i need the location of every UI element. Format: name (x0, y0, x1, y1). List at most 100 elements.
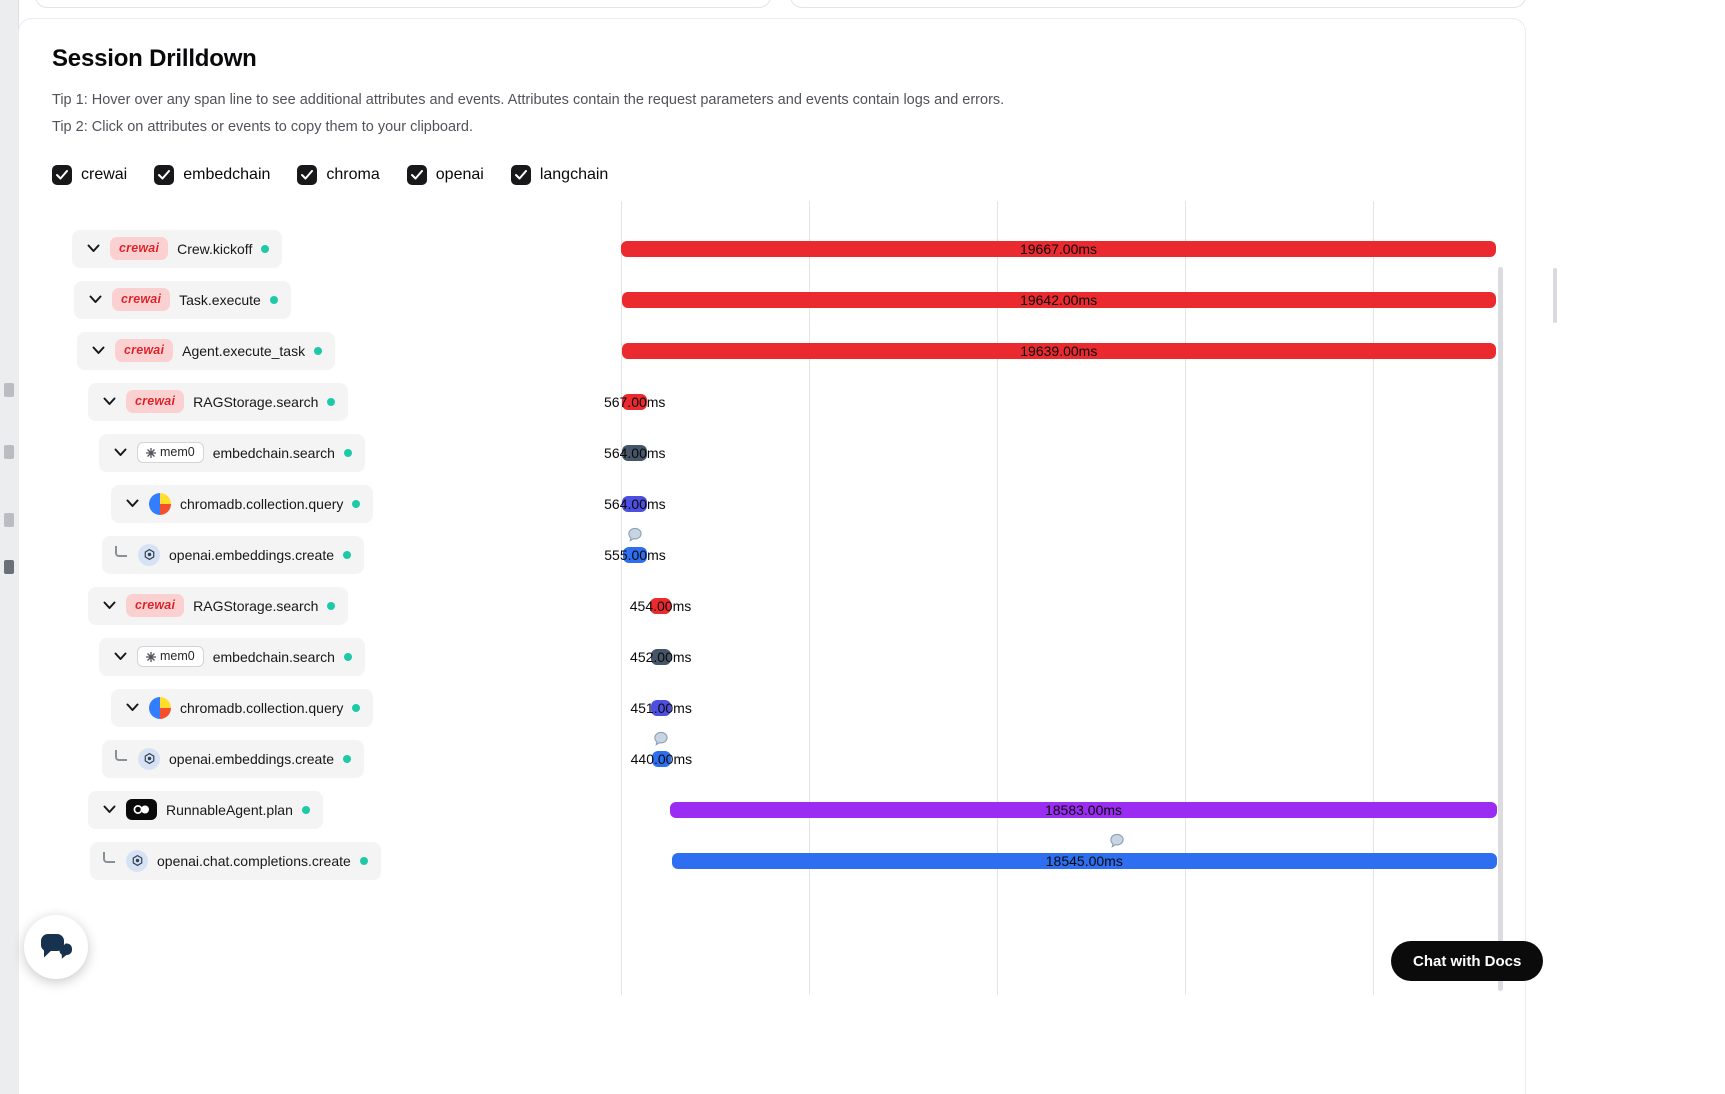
span-pill[interactable]: chromadb.collection.query (111, 484, 374, 523)
chevron-down-icon[interactable] (112, 652, 128, 661)
status-dot (343, 448, 352, 457)
span-bar[interactable] (651, 750, 672, 767)
span-label-cell: crewai RAGStorage.search (34, 580, 621, 631)
gutter-mark (4, 383, 14, 397)
crewai-logo-icon: crewai (115, 339, 174, 362)
span-timeline-cell: 18545.00ms (621, 833, 1509, 886)
span-label-cell: crewai Task.execute (34, 274, 621, 325)
span-bar[interactable] (622, 546, 648, 563)
chevron-down-icon[interactable] (124, 499, 140, 508)
child-connector-icon (115, 545, 127, 557)
trace-row: crewai Task.execute 19642.00ms (34, 274, 1509, 325)
filter-chroma[interactable]: chroma (297, 165, 380, 185)
span-name: chromadb.collection.query (180, 495, 344, 512)
crewai-logo-icon: crewai (126, 594, 185, 617)
span-bar[interactable] (651, 699, 672, 716)
mem0-logo-icon: mem0 (137, 646, 204, 667)
span-bar[interactable] (621, 291, 1496, 308)
status-dot (343, 652, 352, 661)
gridline (1185, 201, 1186, 995)
event-bubble-icon[interactable] (627, 527, 642, 547)
span-pill[interactable]: openai.embeddings.create (102, 535, 365, 574)
span-pill[interactable]: crewai RAGStorage.search (88, 382, 349, 421)
span-pill[interactable]: mem0 embedchain.search (99, 433, 365, 472)
top-card-stub-right (790, 0, 1526, 8)
timeline-grid (621, 201, 1509, 995)
event-bubble-icon[interactable] (654, 731, 669, 751)
span-timeline-cell: 564.00ms (604, 478, 1509, 529)
span-duration: 454.00ms (629, 597, 692, 614)
filter-langchain[interactable]: langchain (510, 165, 608, 185)
chevron-down-icon[interactable] (90, 346, 106, 355)
event-bubble-icon[interactable] (1110, 833, 1125, 853)
chevron-down-icon[interactable] (112, 448, 128, 457)
span-label-cell: chromadb.collection.query (34, 682, 621, 733)
chevron-down-icon[interactable] (101, 601, 117, 610)
span-duration: 452.00ms (630, 648, 692, 665)
span-bar[interactable] (650, 597, 671, 614)
trace-row: chromadb.collection.query 451.00ms (34, 682, 1509, 733)
checkbox-openai[interactable] (406, 165, 427, 185)
span-pill[interactable]: RunnableAgent.plan (88, 790, 323, 829)
chevron-down-icon[interactable] (87, 295, 103, 304)
span-duration: 451.00ms (630, 699, 692, 716)
span-bar[interactable] (650, 648, 671, 665)
chevron-down-icon[interactable] (101, 805, 117, 814)
span-bar[interactable] (621, 342, 1496, 359)
openai-logo-icon (138, 543, 160, 566)
span-timeline-cell: 452.00ms (621, 631, 1509, 682)
span-label-cell: openai.embeddings.create (34, 529, 621, 580)
span-pill[interactable]: mem0 embedchain.search (99, 637, 365, 676)
span-pill[interactable]: openai.chat.completions.create (90, 841, 381, 880)
span-name: RAGStorage.search (193, 597, 319, 614)
status-dot (343, 550, 352, 559)
span-pill[interactable]: chromadb.collection.query (111, 688, 374, 727)
page-scrollbar[interactable] (1553, 268, 1557, 323)
span-timeline-cell: 19667.00ms (621, 223, 1509, 274)
filter-embedchain[interactable]: embedchain (154, 165, 270, 185)
chat-widget-button[interactable] (24, 915, 88, 979)
status-dot (359, 856, 368, 865)
span-pill[interactable]: openai.embeddings.create (102, 739, 365, 778)
checkbox-chroma[interactable] (297, 165, 318, 185)
span-name: Crew.kickoff (177, 240, 253, 257)
span-duration: 440.00ms (630, 750, 693, 767)
span-duration: 19667.00ms (1019, 240, 1098, 257)
span-pill[interactable]: crewai Crew.kickoff (72, 229, 283, 268)
chevron-down-icon[interactable] (101, 397, 117, 406)
span-bar[interactable] (670, 801, 1497, 818)
span-duration: 564.00ms (604, 444, 666, 461)
filter-row: crewai embedchain chroma openai langchain (52, 165, 1492, 185)
span-pill[interactable]: crewai RAGStorage.search (88, 586, 349, 625)
waterfall-scrollbar[interactable] (1498, 267, 1503, 991)
status-dot (261, 244, 270, 253)
filter-crewai[interactable]: crewai (52, 165, 127, 185)
span-name: RunnableAgent.plan (166, 801, 293, 818)
span-bar[interactable] (622, 495, 648, 512)
span-timeline-cell: 567.00ms (604, 376, 1509, 427)
span-pill[interactable]: crewai Agent.execute_task (77, 331, 336, 370)
span-bar[interactable] (621, 240, 1496, 257)
span-pill[interactable]: crewai Task.execute (74, 280, 291, 319)
checkbox-embedchain[interactable] (154, 165, 175, 185)
gutter-mark (4, 445, 14, 459)
checkbox-langchain[interactable] (510, 165, 531, 185)
checkbox-crewai[interactable] (52, 165, 72, 185)
span-duration: 567.00ms (603, 393, 666, 410)
span-bar[interactable] (622, 393, 648, 410)
span-label-cell: chromadb.collection.query (34, 478, 621, 529)
openai-logo-icon (138, 747, 160, 770)
filter-openai[interactable]: openai (406, 165, 484, 185)
status-dot (314, 346, 323, 355)
trace-row: crewai RAGStorage.search 567.00ms (34, 376, 1509, 427)
span-bar[interactable] (671, 852, 1497, 869)
trace-row: chromadb.collection.query 564.00ms (34, 478, 1509, 529)
chevron-down-icon[interactable] (124, 703, 140, 712)
span-bar[interactable] (622, 444, 648, 461)
span-label-cell: crewai RAGStorage.search (34, 376, 621, 427)
checkbox-label: embedchain (183, 166, 271, 183)
chat-with-docs-button[interactable]: Chat with Docs (1391, 941, 1544, 981)
chevron-down-icon[interactable] (85, 244, 101, 253)
gridline (809, 201, 810, 995)
span-timeline-cell: 454.00ms (621, 580, 1509, 631)
